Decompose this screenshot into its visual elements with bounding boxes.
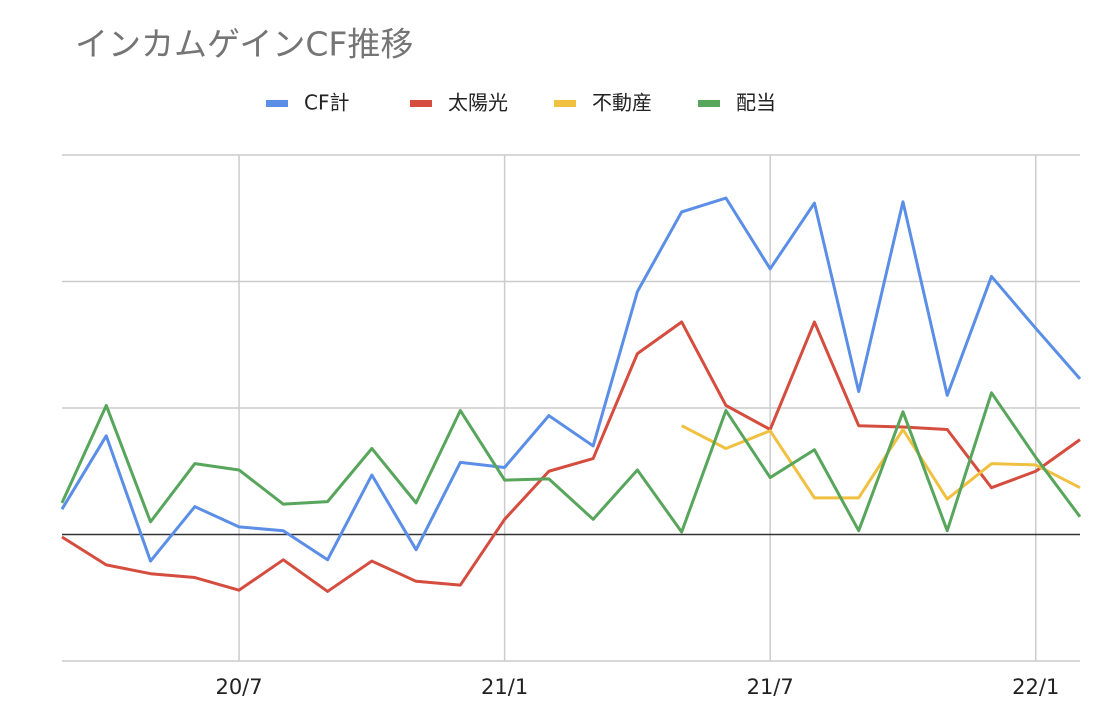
series-line xyxy=(60,196,1082,563)
legend-swatch xyxy=(554,100,576,107)
legend-swatch xyxy=(410,100,432,107)
series-line xyxy=(61,320,1081,593)
series-line xyxy=(60,391,1082,534)
legend-swatch xyxy=(266,100,288,107)
legend-label: CF計 xyxy=(304,91,349,115)
chart-title: インカムゲインCF推移 xyxy=(75,25,413,64)
x-tick-label: 20/7 xyxy=(215,675,262,699)
legend-label: 不動産 xyxy=(592,91,652,115)
legend-label: 配当 xyxy=(736,91,776,115)
legend-label: 太陽光 xyxy=(448,91,508,115)
legend-swatch xyxy=(698,100,720,107)
series-line xyxy=(680,424,1081,501)
x-tick-label: 22/1 xyxy=(1012,675,1059,699)
x-tick-label: 21/1 xyxy=(481,675,528,699)
x-tick-label: 21/7 xyxy=(747,675,794,699)
legend: CF計 太陽光 不動産 配当 xyxy=(266,91,776,115)
